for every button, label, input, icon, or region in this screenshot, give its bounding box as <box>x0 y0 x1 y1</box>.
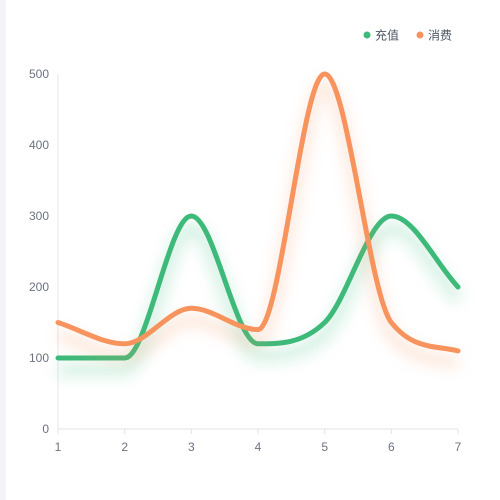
legend-label: 消费 <box>428 29 452 43</box>
legend-item[interactable]: 充值 <box>363 28 400 43</box>
y-tick-label: 300 <box>29 209 49 223</box>
series-2 <box>55 71 461 369</box>
x-tick-label: 7 <box>455 440 462 454</box>
legend: 充值 消费 <box>363 28 453 43</box>
y-tick-label: 500 <box>29 67 49 81</box>
x-tick-label: 6 <box>388 440 395 454</box>
legend-item[interactable]: 消费 <box>416 29 453 43</box>
y-tick-label: 200 <box>29 280 49 294</box>
y-tick-label: 400 <box>29 138 49 152</box>
x-tick-label: 2 <box>121 440 128 454</box>
series-line-shadow <box>58 221 463 377</box>
legend-marker-icon <box>416 31 424 39</box>
x-tick-label: 5 <box>321 440 328 454</box>
legend-marker-icon <box>363 31 371 39</box>
series-layer <box>55 71 463 377</box>
series-line <box>55 71 461 354</box>
legend-label: 充值 <box>375 28 399 43</box>
left-edge-strip <box>0 0 6 500</box>
axes: 0 100 200 300 400 500 1 2 3 4 5 6 7 <box>29 67 462 454</box>
x-tick-label: 4 <box>255 440 262 454</box>
y-tick-label: 0 <box>42 422 49 436</box>
x-tick-label: 3 <box>188 440 195 454</box>
x-tick-label: 1 <box>55 440 62 454</box>
y-tick-label: 100 <box>29 351 49 365</box>
